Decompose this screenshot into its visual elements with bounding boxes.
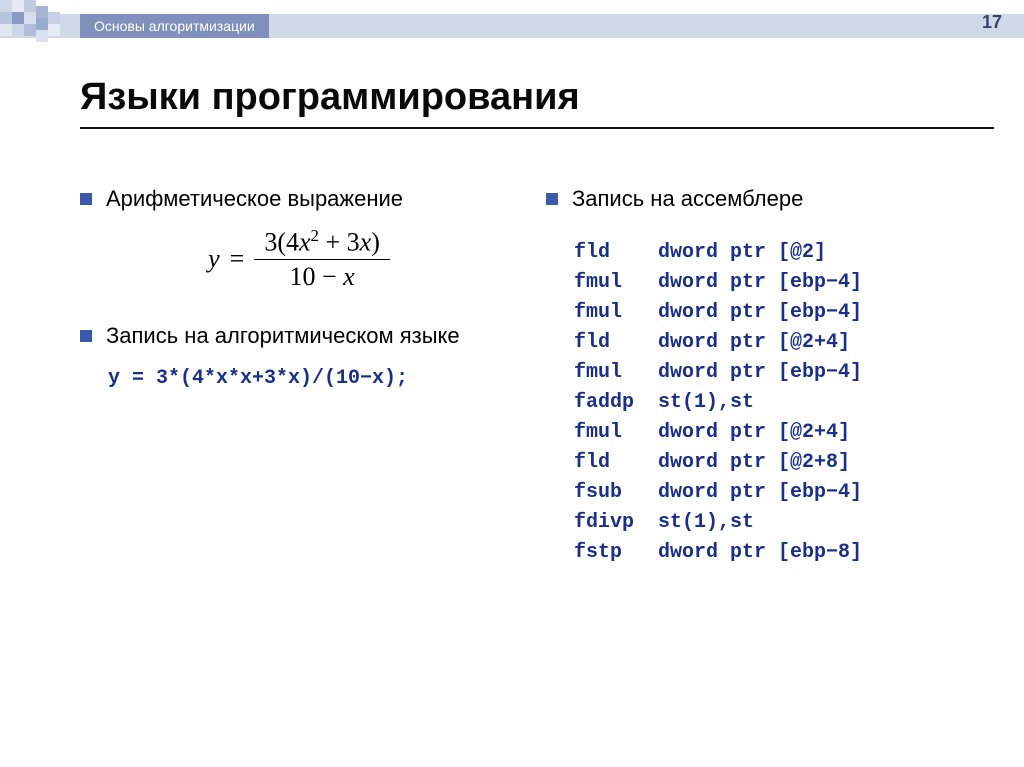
slide-title: Языки программирования bbox=[80, 76, 1024, 119]
asm-line: fmuldword ptr [ebp−4] bbox=[574, 268, 984, 298]
asm-instruction: fdivp bbox=[574, 508, 658, 538]
asm-argument: dword ptr [ebp−4] bbox=[658, 481, 862, 504]
square-bullet-icon bbox=[80, 193, 92, 205]
left-column: Арифметическое выражение y = 3(4x2 + 3x)… bbox=[80, 185, 518, 568]
asm-instruction: fsub bbox=[574, 478, 658, 508]
asm-instruction: faddp bbox=[574, 388, 658, 418]
asm-instruction: fmul bbox=[574, 268, 658, 298]
asm-argument: dword ptr [@2] bbox=[658, 241, 826, 264]
bullet-text: Запись на ассемблере bbox=[572, 185, 803, 214]
asm-line: fmuldword ptr [@2+4] bbox=[574, 418, 984, 448]
bullet-assembler: Запись на ассемблере bbox=[546, 185, 984, 214]
right-column: Запись на ассемблере flddword ptr [@2]fm… bbox=[546, 185, 984, 568]
bullet-arithmetic-expression: Арифметическое выражение bbox=[80, 185, 518, 214]
asm-argument: dword ptr [ebp−4] bbox=[658, 301, 862, 324]
content-area: Арифметическое выражение y = 3(4x2 + 3x)… bbox=[0, 185, 1024, 568]
square-bullet-icon bbox=[80, 330, 92, 342]
math-formula: y = 3(4x2 + 3x) 10 − x bbox=[80, 224, 518, 295]
fraction-numerator: 3(4x2 + 3x) bbox=[254, 224, 390, 261]
slide-header: Основы алгоритмизации 17 bbox=[0, 0, 1024, 48]
formula-fraction: 3(4x2 + 3x) 10 − x bbox=[254, 224, 390, 295]
asm-argument: dword ptr [@2+4] bbox=[658, 331, 850, 354]
asm-instruction: fmul bbox=[574, 358, 658, 388]
bullet-text: Арифметическое выражение bbox=[106, 185, 403, 214]
asm-instruction: fld bbox=[574, 328, 658, 358]
page-number: 17 bbox=[982, 12, 1002, 33]
asm-argument: dword ptr [@2+8] bbox=[658, 451, 850, 474]
assembler-code: flddword ptr [@2]fmuldword ptr [ebp−4]fm… bbox=[574, 238, 984, 568]
section-tab: Основы алгоритмизации bbox=[80, 14, 269, 38]
asm-line: fstpdword ptr [ebp−8] bbox=[574, 538, 984, 568]
asm-line: fsubdword ptr [ebp−4] bbox=[574, 478, 984, 508]
asm-line: flddword ptr [@2+8] bbox=[574, 448, 984, 478]
formula-equals: = bbox=[230, 244, 245, 274]
asm-argument: dword ptr [ebp−4] bbox=[658, 271, 862, 294]
asm-argument: dword ptr [ebp−4] bbox=[658, 361, 862, 384]
asm-argument: st(1),st bbox=[658, 511, 754, 534]
asm-argument: dword ptr [@2+4] bbox=[658, 421, 850, 444]
asm-line: flddword ptr [@2] bbox=[574, 238, 984, 268]
asm-instruction: fmul bbox=[574, 418, 658, 448]
algorithmic-code: y = 3*(4*x*x+3*x)/(10−x); bbox=[108, 367, 518, 390]
asm-instruction: fmul bbox=[574, 298, 658, 328]
asm-instruction: fstp bbox=[574, 538, 658, 568]
fraction-denominator: 10 − x bbox=[280, 260, 365, 294]
asm-line: faddpst(1),st bbox=[574, 388, 984, 418]
asm-instruction: fld bbox=[574, 448, 658, 478]
asm-line: fmuldword ptr [ebp−4] bbox=[574, 298, 984, 328]
bullet-text: Запись на алгоритмическом языке bbox=[106, 322, 460, 351]
square-bullet-icon bbox=[546, 193, 558, 205]
title-underline bbox=[80, 127, 994, 129]
formula-lhs: y bbox=[208, 244, 220, 274]
bullet-algorithmic-language: Запись на алгоритмическом языке bbox=[80, 322, 518, 351]
asm-line: fdivpst(1),st bbox=[574, 508, 984, 538]
asm-instruction: fld bbox=[574, 238, 658, 268]
asm-argument: st(1),st bbox=[658, 391, 754, 414]
asm-argument: dword ptr [ebp−8] bbox=[658, 541, 862, 564]
asm-line: fmuldword ptr [ebp−4] bbox=[574, 358, 984, 388]
asm-line: flddword ptr [@2+4] bbox=[574, 328, 984, 358]
